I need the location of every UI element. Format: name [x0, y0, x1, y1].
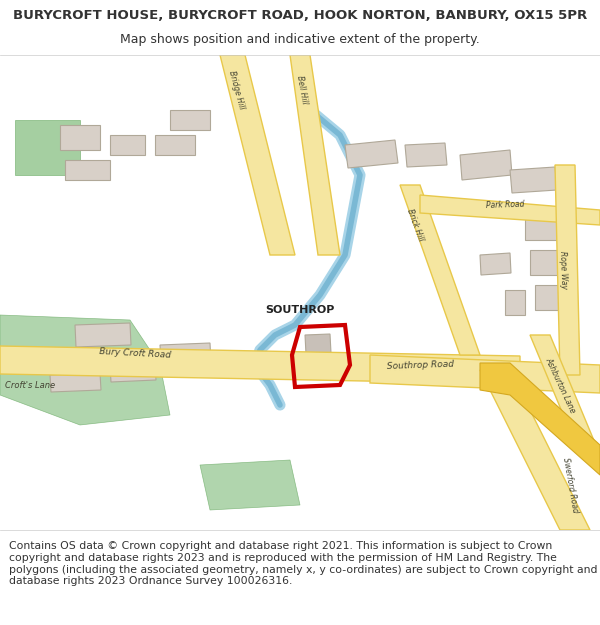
Polygon shape	[480, 253, 511, 275]
Text: Brick Hill: Brick Hill	[405, 208, 425, 242]
Polygon shape	[370, 355, 600, 393]
Text: Contains OS data © Crown copyright and database right 2021. This information is : Contains OS data © Crown copyright and d…	[9, 541, 598, 586]
Polygon shape	[305, 356, 326, 372]
Polygon shape	[460, 150, 512, 180]
Polygon shape	[75, 323, 131, 347]
Polygon shape	[0, 346, 520, 384]
Polygon shape	[65, 160, 110, 180]
Polygon shape	[170, 110, 210, 130]
Text: SOUTHROP: SOUTHROP	[265, 305, 335, 315]
Polygon shape	[155, 135, 195, 155]
Polygon shape	[480, 370, 590, 530]
Polygon shape	[535, 285, 565, 310]
Polygon shape	[220, 55, 295, 255]
Polygon shape	[160, 343, 211, 365]
Text: Bury Croft Road: Bury Croft Road	[99, 347, 171, 359]
Text: Ashburton Lane: Ashburton Lane	[543, 356, 577, 414]
Polygon shape	[110, 363, 156, 382]
Polygon shape	[50, 373, 101, 392]
Polygon shape	[305, 334, 331, 354]
Text: Rope Way: Rope Way	[558, 251, 568, 289]
Polygon shape	[70, 353, 126, 372]
Polygon shape	[480, 363, 600, 475]
Polygon shape	[405, 143, 447, 167]
Polygon shape	[530, 335, 600, 455]
Text: BURYCROFT HOUSE, BURYCROFT ROAD, HOOK NORTON, BANBURY, OX15 5PR: BURYCROFT HOUSE, BURYCROFT ROAD, HOOK NO…	[13, 9, 587, 22]
Polygon shape	[145, 358, 191, 375]
Text: Croft's Lane: Croft's Lane	[5, 381, 55, 389]
Text: Bell Hill: Bell Hill	[295, 75, 309, 105]
Text: Swerford Road: Swerford Road	[561, 457, 579, 513]
Text: Southrop Road: Southrop Road	[386, 359, 454, 371]
Polygon shape	[195, 356, 241, 373]
Polygon shape	[60, 125, 100, 150]
Text: Map shows position and indicative extent of the property.: Map shows position and indicative extent…	[120, 33, 480, 46]
Polygon shape	[200, 460, 300, 510]
Polygon shape	[525, 210, 575, 240]
Polygon shape	[420, 195, 600, 225]
Polygon shape	[110, 135, 145, 155]
Polygon shape	[505, 290, 525, 315]
Polygon shape	[0, 315, 170, 425]
Polygon shape	[555, 165, 580, 375]
Polygon shape	[510, 167, 557, 193]
Polygon shape	[290, 55, 340, 255]
Text: Park Road: Park Road	[485, 200, 524, 210]
Polygon shape	[530, 250, 570, 275]
Polygon shape	[345, 140, 398, 168]
Text: Bridge Hill: Bridge Hill	[227, 70, 245, 110]
Polygon shape	[400, 185, 480, 355]
Polygon shape	[15, 120, 80, 175]
